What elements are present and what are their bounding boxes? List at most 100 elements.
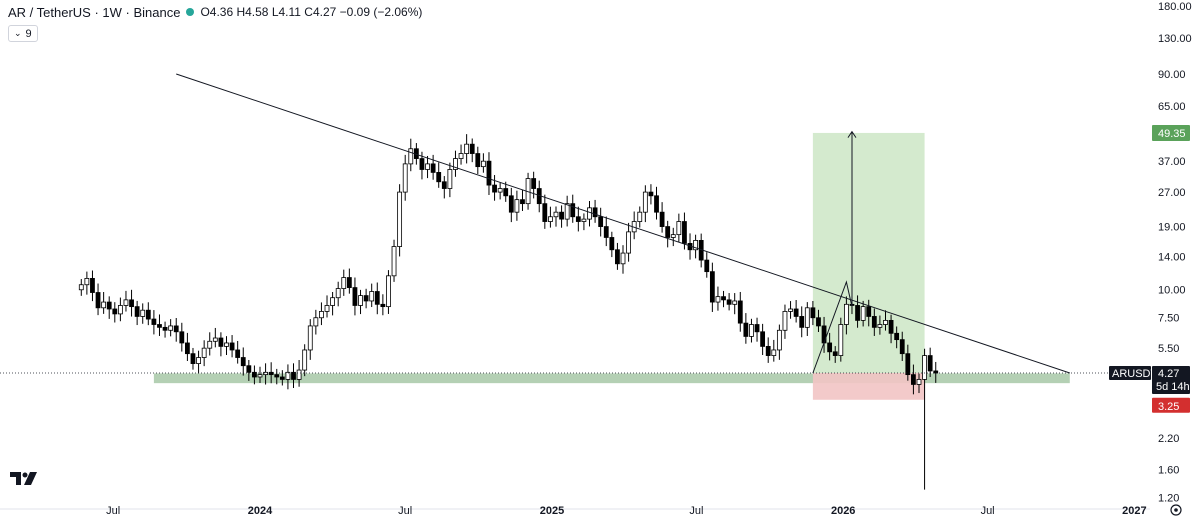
candle (341, 269, 347, 296)
candle-body (252, 371, 257, 378)
time-axis: Jul 2024 Jul 2025 Jul 2026 Jul 2027 (0, 504, 1182, 517)
candle-body (592, 207, 598, 218)
candle (218, 332, 224, 357)
candle (860, 300, 866, 327)
stop-zone[interactable] (812, 373, 925, 400)
candle (252, 365, 257, 385)
price-tick-label: 90.00 (1158, 69, 1186, 81)
countdown-label: 5d 14h (1156, 381, 1190, 393)
candle-body (117, 305, 123, 315)
candle-body (888, 319, 894, 334)
candle-body (726, 299, 732, 305)
candle-body (916, 379, 922, 385)
candle (263, 363, 268, 385)
indicator-toggle[interactable]: ⌄ 9 (8, 25, 38, 42)
candle-body (760, 331, 766, 347)
candle (173, 318, 179, 342)
candle (888, 314, 894, 344)
candle-body (279, 376, 285, 380)
candle (492, 175, 497, 201)
candle (486, 152, 492, 195)
candle-body (514, 199, 520, 213)
candle (464, 134, 470, 164)
candle (212, 327, 218, 348)
candle-body (296, 369, 302, 380)
price-tick-label: 14.00 (1158, 252, 1186, 264)
candle-body (162, 326, 168, 331)
candle (620, 245, 626, 274)
candle-body (871, 316, 877, 328)
symbol-title[interactable]: AR / TetherUS · 1W · Binance (8, 4, 181, 20)
candle (726, 293, 732, 311)
candle (749, 318, 754, 343)
candle-body (402, 163, 408, 193)
candle-body (603, 226, 609, 238)
candle (715, 286, 721, 311)
candle (335, 281, 341, 307)
candle-body (235, 349, 241, 358)
candle-body (587, 207, 592, 220)
candle (799, 306, 805, 338)
price-tick-label: 5.50 (1158, 343, 1179, 355)
candle (129, 289, 134, 317)
candle (771, 339, 777, 362)
candle-body (810, 307, 816, 319)
candle (274, 368, 280, 385)
candle (553, 206, 559, 227)
candle-body (709, 271, 715, 303)
candle-body (218, 337, 224, 347)
candle-body (804, 307, 810, 328)
candle (134, 300, 140, 326)
support-zone[interactable] (153, 373, 1070, 384)
candle (754, 317, 760, 342)
candle (179, 322, 185, 352)
candle-body (637, 211, 643, 222)
candle (313, 309, 319, 335)
candle-body (899, 339, 905, 355)
price-axis: 180.00 130.00 90.00 65.00 37.00 27.00 19.00 14.… (1109, 1, 1192, 505)
candle-body (134, 306, 140, 317)
candle-body (335, 288, 341, 299)
candle (894, 326, 900, 349)
candle-body (224, 342, 229, 347)
chevron-down-icon: ⌄ (14, 28, 22, 38)
candle-body (866, 306, 872, 317)
candle-body (246, 365, 252, 373)
candle (352, 277, 358, 316)
candle (386, 270, 391, 314)
time-tick-label: Jul (398, 505, 412, 517)
stop-price-badge (1152, 397, 1190, 413)
candle-body (782, 311, 788, 331)
candle-body (386, 275, 391, 308)
target-zone[interactable] (812, 132, 925, 373)
candle (302, 344, 308, 377)
candle (832, 346, 838, 363)
candle-body (564, 203, 570, 220)
candle (480, 153, 486, 173)
tradingview-logo-icon[interactable] (10, 470, 38, 491)
candle (626, 222, 631, 262)
candle (257, 366, 263, 384)
candle (682, 212, 687, 250)
candle-body (475, 153, 481, 168)
price-tick-label: 2.20 (1158, 433, 1179, 445)
drawings-layer (0, 73, 1150, 374)
candle (441, 176, 447, 199)
candle (665, 220, 671, 248)
target-price-label: 49.35 (1158, 128, 1186, 140)
price-tick-label: 1.20 (1158, 493, 1179, 505)
candle (112, 302, 118, 323)
candle-body (860, 306, 866, 321)
gear-icon[interactable] (1170, 504, 1182, 516)
candle-body (531, 178, 537, 189)
candle-body (721, 296, 726, 301)
trendline[interactable] (176, 73, 1070, 374)
projection-path[interactable] (812, 131, 853, 374)
candle-body (855, 305, 860, 321)
candle (319, 302, 324, 326)
candle-body (883, 319, 888, 325)
candle (458, 144, 464, 165)
price-tick-label: 1.60 (1158, 464, 1179, 476)
